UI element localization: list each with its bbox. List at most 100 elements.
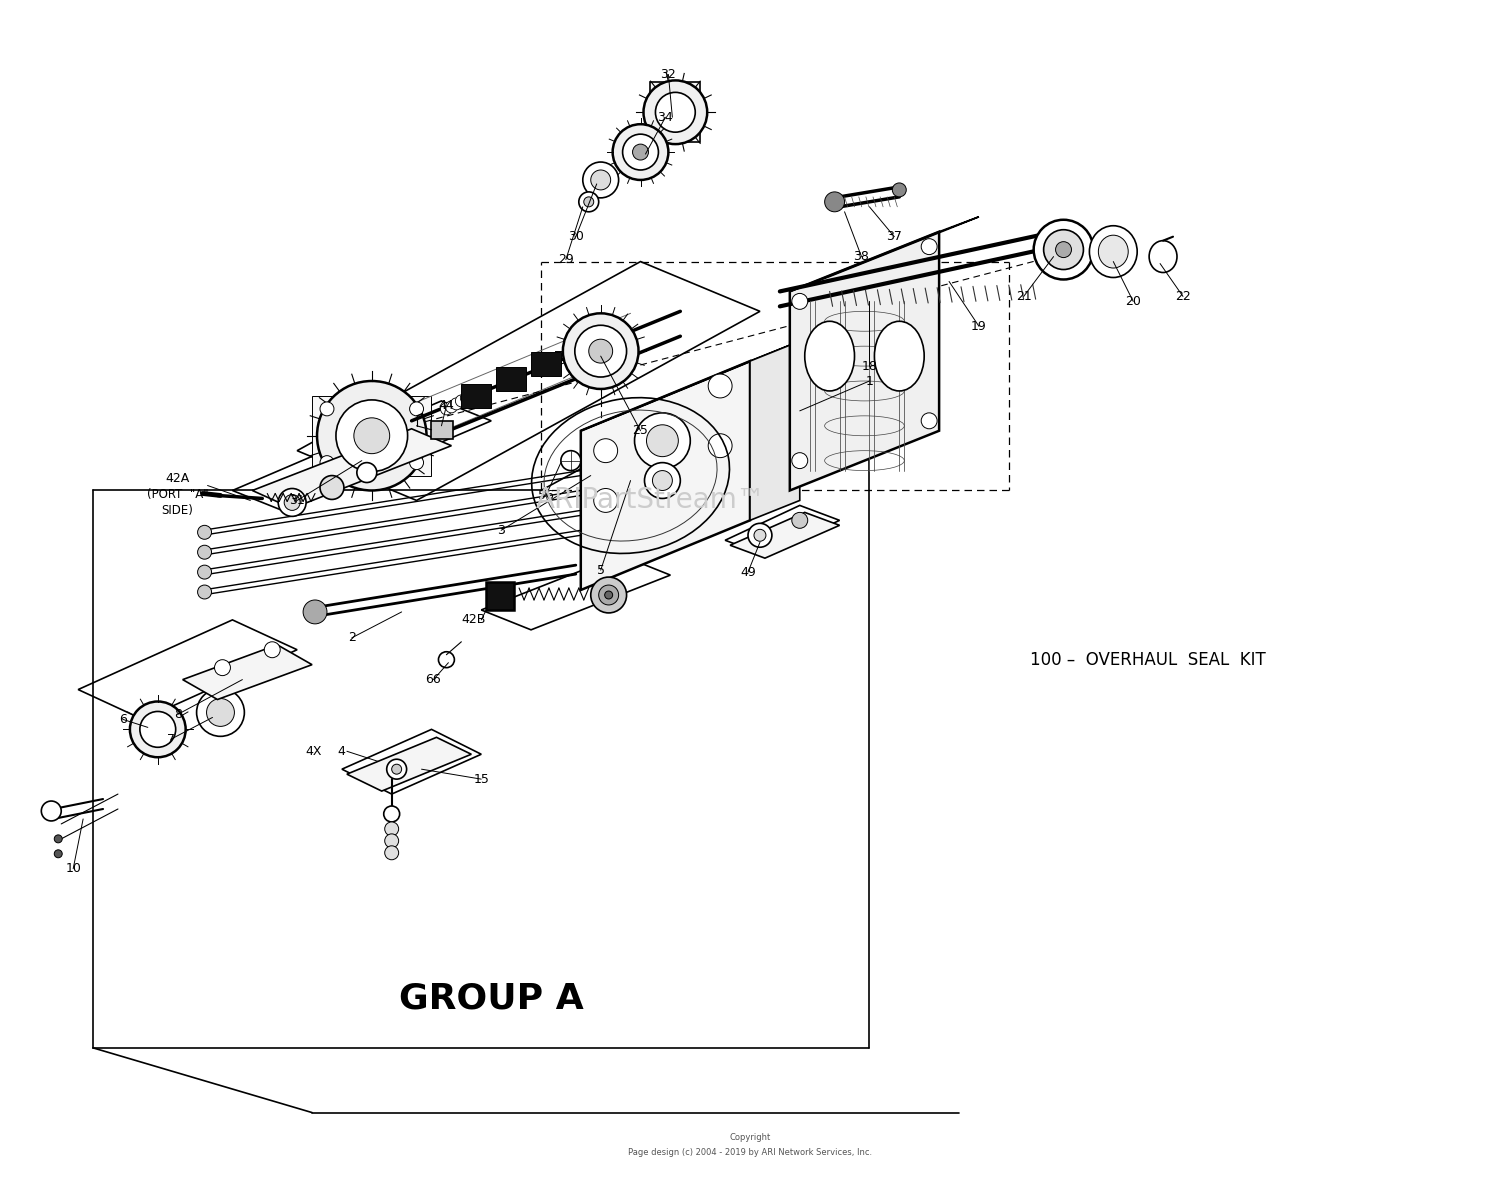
Text: SIDE): SIDE) — [162, 503, 194, 516]
Circle shape — [303, 600, 327, 624]
Circle shape — [645, 463, 681, 499]
Text: 6: 6 — [118, 713, 128, 726]
Circle shape — [441, 403, 453, 415]
Circle shape — [278, 489, 306, 516]
Circle shape — [584, 162, 618, 198]
Circle shape — [562, 313, 639, 389]
Circle shape — [384, 846, 399, 859]
Text: ARIPartStream™: ARIPartStream™ — [536, 487, 765, 514]
Circle shape — [574, 325, 627, 377]
Circle shape — [384, 806, 399, 822]
Text: 49: 49 — [740, 565, 756, 578]
Text: 42A: 42A — [165, 472, 190, 486]
Circle shape — [42, 801, 62, 821]
Circle shape — [792, 294, 807, 309]
Circle shape — [561, 451, 580, 470]
Bar — [496, 367, 526, 392]
Circle shape — [392, 764, 402, 775]
Circle shape — [594, 439, 618, 463]
Text: 22: 22 — [1174, 290, 1191, 303]
Circle shape — [652, 470, 672, 490]
Circle shape — [1056, 242, 1071, 257]
Circle shape — [591, 170, 610, 190]
Circle shape — [708, 434, 732, 458]
Polygon shape — [790, 217, 980, 292]
Text: 5: 5 — [597, 564, 604, 577]
Ellipse shape — [874, 321, 924, 392]
Polygon shape — [790, 232, 939, 490]
Text: 2: 2 — [348, 632, 355, 644]
Text: 18: 18 — [861, 359, 877, 372]
Text: 34: 34 — [657, 111, 674, 124]
Circle shape — [921, 413, 938, 428]
Circle shape — [214, 659, 231, 676]
Circle shape — [1034, 220, 1094, 280]
Circle shape — [410, 402, 423, 415]
Circle shape — [54, 850, 62, 858]
Circle shape — [748, 524, 772, 547]
Circle shape — [646, 425, 678, 457]
Circle shape — [446, 401, 458, 413]
Text: 25: 25 — [633, 425, 648, 437]
Circle shape — [284, 495, 300, 511]
Text: 1: 1 — [865, 375, 873, 388]
Text: 56: 56 — [538, 489, 554, 502]
Polygon shape — [750, 342, 800, 520]
Circle shape — [598, 585, 618, 605]
Text: 3: 3 — [496, 524, 506, 537]
Circle shape — [644, 81, 706, 144]
Polygon shape — [730, 513, 840, 558]
Circle shape — [438, 652, 454, 668]
Bar — [462, 384, 490, 408]
Ellipse shape — [1098, 236, 1128, 268]
Bar — [432, 421, 453, 439]
Circle shape — [198, 545, 211, 559]
Circle shape — [130, 701, 186, 757]
Circle shape — [456, 395, 468, 407]
Circle shape — [54, 835, 62, 843]
Text: 100 –  OVERHAUL  SEAL  KIT: 100 – OVERHAUL SEAL KIT — [1030, 651, 1266, 669]
Polygon shape — [183, 645, 312, 700]
Circle shape — [198, 565, 211, 580]
Text: 32: 32 — [660, 68, 676, 81]
Circle shape — [316, 381, 426, 490]
Circle shape — [633, 144, 648, 159]
Circle shape — [594, 489, 618, 513]
Text: 44: 44 — [438, 400, 454, 413]
Circle shape — [140, 712, 176, 747]
Circle shape — [825, 192, 844, 212]
Circle shape — [792, 513, 807, 528]
Polygon shape — [651, 82, 700, 142]
Circle shape — [892, 183, 906, 196]
Circle shape — [264, 641, 280, 658]
Text: 42B: 42B — [460, 613, 486, 626]
Circle shape — [320, 456, 334, 470]
Circle shape — [357, 463, 376, 482]
Circle shape — [591, 577, 627, 613]
Circle shape — [320, 476, 344, 500]
Circle shape — [579, 192, 598, 212]
Circle shape — [754, 530, 766, 541]
Circle shape — [336, 400, 408, 471]
Text: 4X: 4X — [306, 745, 322, 758]
Ellipse shape — [804, 321, 855, 392]
Text: 15: 15 — [474, 772, 489, 785]
Text: 4: 4 — [338, 745, 345, 758]
Circle shape — [384, 822, 399, 835]
Circle shape — [320, 402, 334, 415]
Circle shape — [198, 525, 211, 539]
Circle shape — [460, 392, 472, 403]
Text: 66: 66 — [426, 674, 441, 687]
Text: Copyright: Copyright — [729, 1133, 771, 1142]
Circle shape — [584, 196, 594, 207]
Circle shape — [708, 374, 732, 397]
Bar — [531, 352, 561, 376]
Polygon shape — [580, 361, 750, 590]
Circle shape — [207, 699, 234, 726]
Text: 37: 37 — [886, 230, 903, 243]
Circle shape — [622, 134, 658, 170]
Circle shape — [921, 239, 938, 255]
Polygon shape — [312, 396, 432, 476]
Text: GROUP A: GROUP A — [399, 981, 584, 1015]
Text: Page design (c) 2004 - 2019 by ARI Network Services, Inc.: Page design (c) 2004 - 2019 by ARI Netwo… — [628, 1148, 872, 1157]
